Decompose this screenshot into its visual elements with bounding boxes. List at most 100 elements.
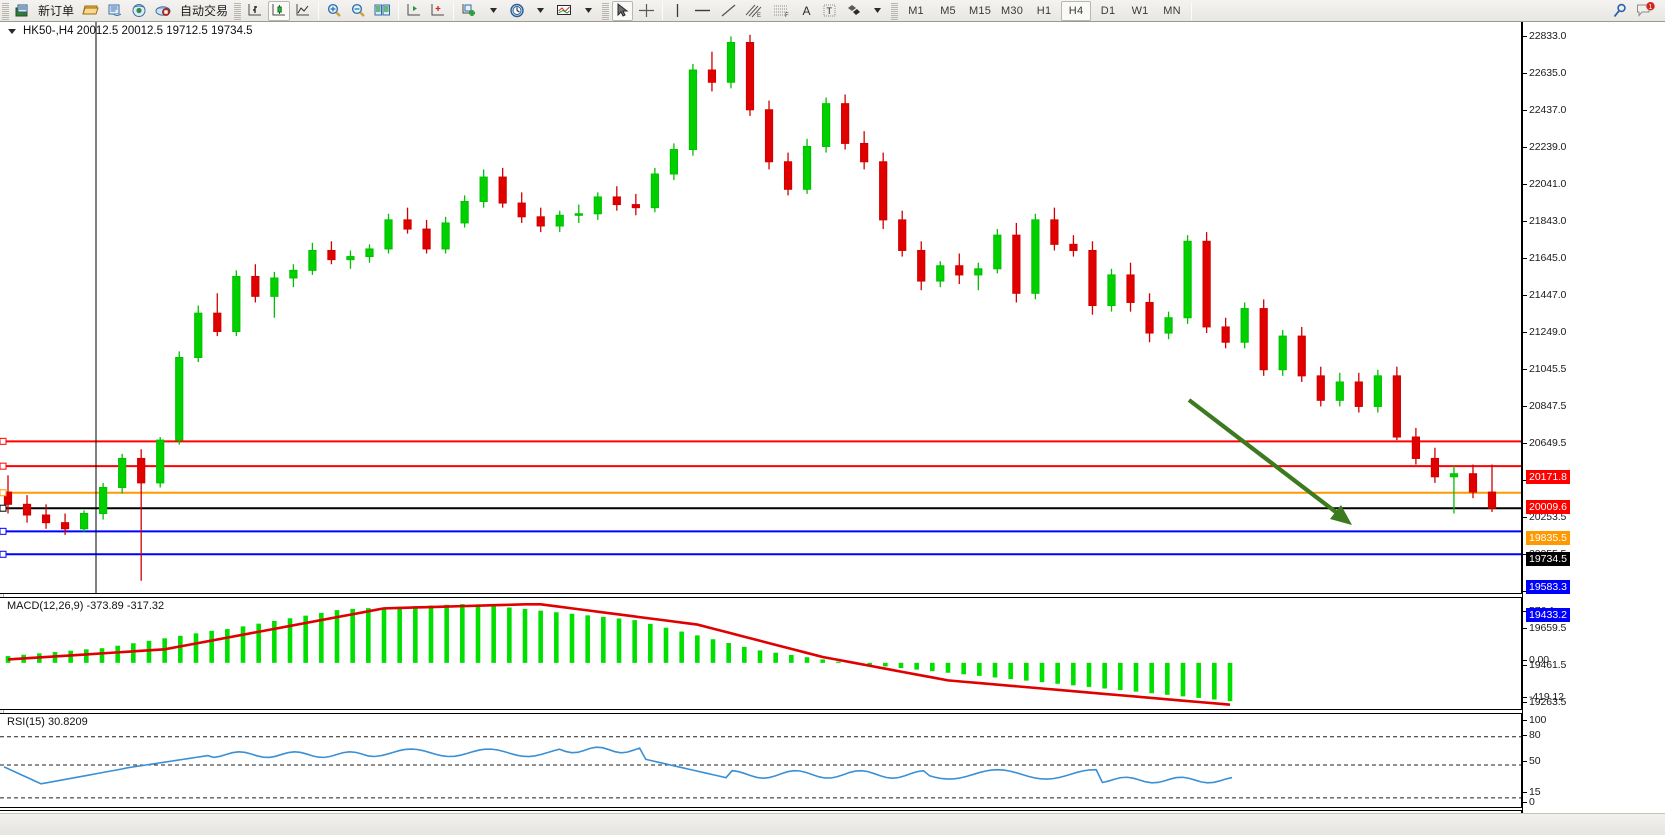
price-tick-label: 20847.5 [1529, 400, 1567, 412]
rsi-canvas[interactable] [0, 714, 1521, 807]
symbol-header: HK50-,H4 20012.5 20012.5 19712.5 19734.5 [8, 25, 253, 37]
price-tick [1523, 702, 1527, 703]
macd-tick-label: 0.00 [1529, 654, 1550, 666]
price-tick-label: 19263.5 [1529, 696, 1567, 708]
horizontal-line-icon [695, 9, 711, 12]
add-indicator-button[interactable] [458, 1, 481, 21]
candle-body [917, 249, 926, 282]
tf-h1[interactable]: H1 [1036, 4, 1052, 17]
price-tick-label: 22833.0 [1529, 30, 1567, 42]
last-price-line-price-tag[interactable]: 19734.5 [1526, 552, 1570, 566]
line-chart-button[interactable] [292, 1, 314, 21]
macd-pane[interactable]: MACD(12,26,9) -373.89 -317.32 [0, 597, 1522, 710]
candle-body [612, 196, 621, 206]
toolbar-grip-4[interactable] [891, 1, 899, 20]
macd-canvas[interactable] [0, 598, 1521, 709]
network-icon [132, 4, 146, 17]
candlestick-chart-button[interactable] [268, 0, 291, 21]
text-icon: A [802, 3, 811, 18]
add-indicator-dropdown[interactable] [483, 1, 504, 21]
rsi-tick-label: 100 [1529, 714, 1547, 726]
candle-body [860, 142, 869, 163]
text-button[interactable]: A [796, 1, 817, 21]
crosshair-properties-button[interactable] [427, 1, 449, 21]
tile-windows-button[interactable] [371, 1, 394, 21]
period-dropdown[interactable] [530, 1, 551, 21]
toolbar-grip-1[interactable] [2, 1, 9, 20]
tf-m1[interactable]: M1 [908, 4, 924, 17]
horizontal-line-button[interactable] [690, 1, 715, 21]
candle-body [41, 514, 51, 524]
rsi-pane[interactable]: RSI(15) 30.8209 [0, 713, 1522, 808]
price-line-handle[interactable] [0, 527, 7, 535]
period-button[interactable] [506, 1, 528, 21]
pivot-line-price-tag[interactable]: 19835.5 [1526, 531, 1570, 545]
bar-chart-button[interactable] [244, 1, 266, 21]
price-line-handle[interactable] [0, 489, 7, 497]
templates-dropdown[interactable] [578, 1, 599, 21]
down-trend-arrow[interactable] [1187, 398, 1352, 525]
vertical-line-button[interactable] [667, 1, 688, 21]
price-line-handle[interactable] [0, 462, 7, 470]
toolbar-separator-4 [662, 1, 664, 20]
print-preview-button[interactable] [104, 1, 126, 21]
toolbar-grip-3[interactable] [602, 1, 610, 20]
shapes-dropdown[interactable] [867, 1, 888, 21]
tf-m5[interactable]: M5 [940, 4, 956, 17]
text-label-button[interactable]: T [819, 1, 840, 21]
candle-body [1202, 240, 1211, 328]
zoom-out-button[interactable] [347, 1, 369, 21]
support-line-2-price-tag[interactable]: 19433.2 [1526, 608, 1570, 622]
tf-h4[interactable]: H4 [1061, 0, 1092, 21]
candle-body [517, 202, 526, 218]
tf-m30[interactable]: M30 [1001, 4, 1024, 17]
templates-button[interactable] [553, 1, 576, 21]
resistance-line-1-price-tag[interactable]: 20171.8 [1526, 470, 1570, 484]
toolbar-separator-1 [318, 1, 320, 20]
resistance-line-2-price-tag[interactable]: 20009.6 [1526, 500, 1570, 514]
search-button[interactable] [1609, 1, 1631, 21]
data-window-button[interactable] [403, 1, 425, 21]
candle-body [137, 457, 146, 484]
cursor-button[interactable] [612, 0, 634, 21]
price-line-handle[interactable] [0, 504, 7, 512]
equidistant-channel-button[interactable]: E [742, 1, 767, 21]
price-line-handle[interactable] [0, 550, 7, 558]
toolbar-grip-2[interactable] [234, 1, 242, 20]
tf-w1[interactable]: W1 [1131, 4, 1149, 17]
candle-body [536, 216, 545, 227]
candle-body [1031, 219, 1040, 294]
price-chart-canvas[interactable] [0, 22, 1521, 593]
zoom-in-icon [327, 3, 341, 17]
trendline-button[interactable] [717, 1, 740, 21]
zoom-in-button[interactable] [323, 1, 345, 21]
new-order-label[interactable]: 新订单 [38, 4, 75, 18]
network-button[interactable] [128, 1, 150, 21]
tf-m15[interactable]: M15 [969, 4, 992, 17]
tf-d1[interactable]: D1 [1100, 4, 1116, 17]
new-order-button[interactable] [12, 1, 33, 21]
shapes-button[interactable] [842, 1, 865, 21]
tf-mn[interactable]: MN [1163, 4, 1181, 17]
candle-body [1069, 243, 1078, 251]
support-line-1-price-tag[interactable]: 19583.3 [1526, 580, 1570, 594]
alerts-button[interactable]: 1 [1633, 1, 1659, 21]
price-line-handle[interactable] [0, 437, 7, 445]
price-tick-label: 22239.0 [1529, 141, 1567, 153]
chevron-down-icon [537, 8, 545, 13]
toolbar-separator-5 [1191, 1, 1193, 20]
tile-windows-icon [374, 4, 391, 16]
folder-button[interactable] [79, 1, 102, 21]
price-scale[interactable]: 22833.0 22635.0 22437.0 22239.0 22041.0 21843… [1522, 22, 1665, 835]
price-tick [1523, 665, 1527, 666]
candle-body [99, 486, 108, 514]
price-chart-pane[interactable] [0, 22, 1522, 594]
auto-trading-label[interactable]: 自动交易 [180, 4, 229, 18]
svg-text:E: E [757, 13, 761, 19]
arrow-shaft [1187, 398, 1343, 518]
chart-menu-caret-icon[interactable] [8, 28, 16, 34]
auto-trading-button[interactable] [152, 1, 175, 21]
candle-body [441, 222, 450, 250]
crosshair-button[interactable] [635, 1, 658, 21]
fibonacci-button[interactable]: F [769, 1, 794, 21]
